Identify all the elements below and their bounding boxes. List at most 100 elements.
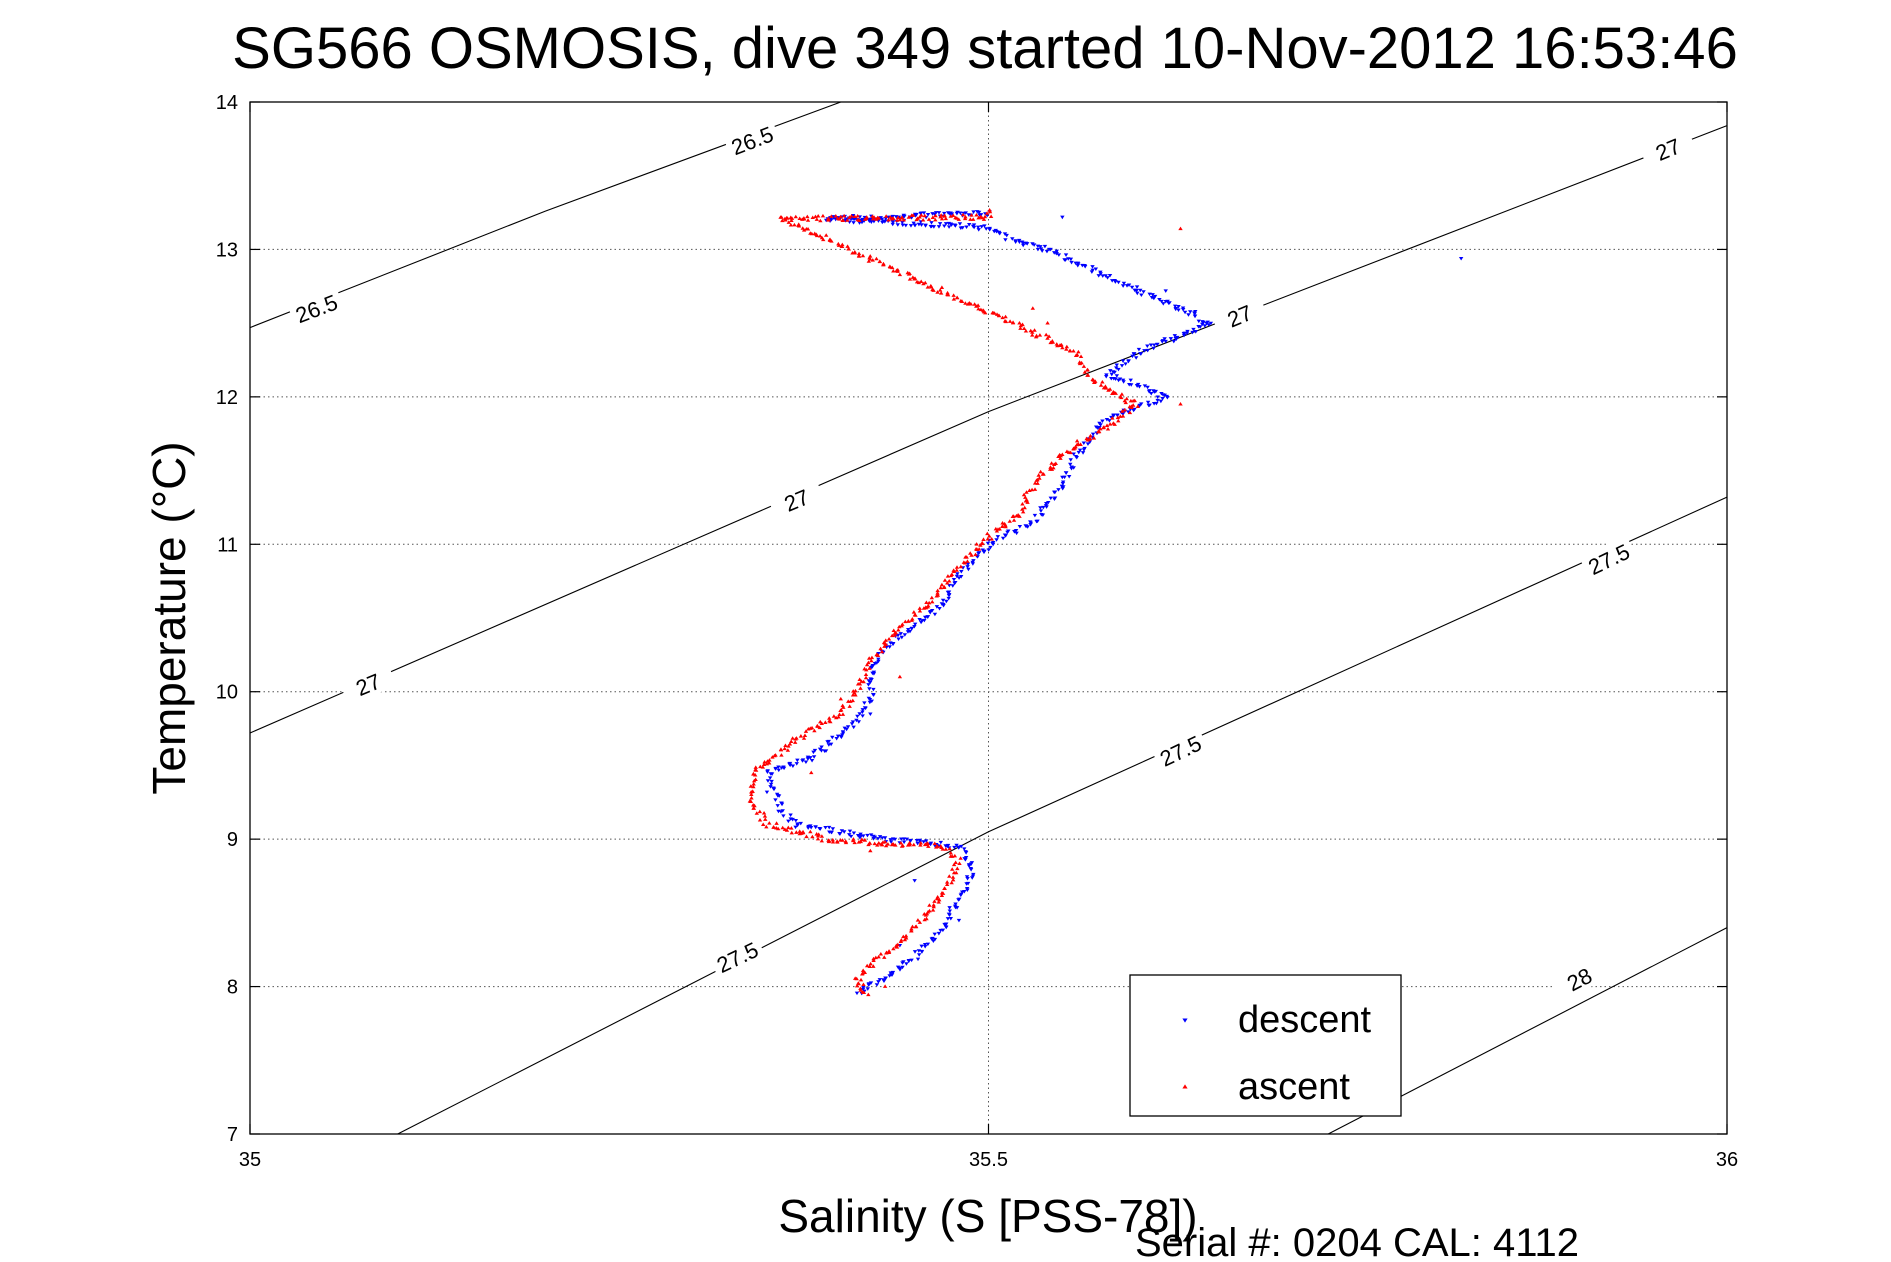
- ascent-point: [925, 285, 931, 289]
- ascent-point: [843, 840, 849, 845]
- ascent-point: [1032, 481, 1038, 485]
- descent-point: [1107, 419, 1112, 423]
- ascent-point: [806, 726, 811, 731]
- descent-point: [1103, 274, 1108, 278]
- ascent-point: [853, 976, 858, 980]
- ascent-point: [918, 840, 923, 845]
- ascent-point: [929, 284, 934, 289]
- ascent-point: [951, 870, 957, 875]
- descent-point: [854, 991, 860, 996]
- descent-point: [932, 932, 937, 937]
- ascent-point: [907, 277, 913, 281]
- ascent-point: [748, 784, 754, 788]
- ascent-point: [981, 537, 986, 541]
- descent-point: [957, 222, 963, 226]
- ascent-point: [1000, 315, 1005, 320]
- descent-point: [851, 221, 856, 225]
- ascent-point: [922, 213, 927, 218]
- y-axis-ticks: 7 8 9 10 11 12 13 14: [216, 92, 1727, 1146]
- ascent-point: [906, 215, 912, 219]
- descent-point: [919, 950, 925, 954]
- ascent-point: [815, 213, 821, 218]
- ascent-point: [845, 218, 850, 222]
- ascent-point: [1060, 345, 1065, 350]
- y-tick-label: 12: [216, 387, 238, 409]
- ascent-point: [949, 867, 955, 871]
- ascent-point: [814, 217, 820, 221]
- ascent-point: [921, 281, 926, 286]
- descent-point: [1135, 384, 1140, 388]
- descent-point: [1181, 333, 1187, 338]
- ascent-point: [1064, 344, 1070, 349]
- descent-point: [879, 217, 885, 222]
- ascent-point: [1113, 391, 1118, 395]
- ascent-point: [1105, 426, 1111, 431]
- ascent-point: [749, 796, 754, 800]
- descent-point: [945, 917, 951, 921]
- descent-point: [959, 890, 965, 894]
- descent-point: [1155, 398, 1160, 403]
- ascent-point: [761, 811, 767, 815]
- descent-point: [869, 699, 874, 704]
- ascent-point: [814, 232, 819, 237]
- descent-point: [916, 953, 922, 957]
- ascent-point: [812, 728, 817, 733]
- ascent-point: [805, 214, 810, 219]
- ascent-point: [962, 216, 968, 221]
- descent-point: [949, 223, 954, 227]
- ascent-point: [938, 291, 944, 295]
- descent-point: [1038, 247, 1044, 251]
- ascent-point: [972, 302, 977, 306]
- ascent-point: [815, 833, 821, 838]
- descent-point: [895, 223, 900, 227]
- ascent-point: [856, 254, 862, 258]
- ascent-point: [826, 218, 831, 222]
- ascent-point: [1030, 333, 1035, 337]
- descent-point: [1116, 367, 1121, 372]
- ascent-point: [968, 301, 974, 306]
- ascent-point: [789, 830, 794, 835]
- descent-point: [960, 226, 965, 230]
- ascent-point: [858, 988, 863, 992]
- descent-point: [1200, 322, 1205, 327]
- ascent-point: [973, 546, 979, 551]
- ascent-point: [930, 908, 936, 912]
- ascent-point: [968, 217, 973, 221]
- descent-point: [901, 213, 906, 218]
- descent-point: [871, 837, 876, 841]
- ascent-point: [895, 267, 900, 272]
- series-ascent: [747, 207, 1183, 997]
- descent-point: [860, 714, 865, 718]
- descent-point: [970, 562, 976, 566]
- ascent-point: [829, 214, 834, 218]
- ascent-point: [1119, 392, 1125, 396]
- descent-point: [786, 819, 791, 824]
- ascent-point: [882, 644, 887, 648]
- ascent-point: [1037, 333, 1043, 337]
- descent-point: [1145, 400, 1151, 405]
- descent-point: [805, 755, 811, 760]
- ascent-point: [868, 848, 873, 853]
- descent-point: [971, 225, 977, 230]
- descent-point: [1076, 450, 1081, 455]
- ascent-point: [866, 656, 872, 660]
- descent-point: [968, 862, 974, 866]
- ascent-point: [1096, 429, 1101, 434]
- descent-point: [1038, 506, 1043, 510]
- descent-point: [1113, 377, 1118, 382]
- descent-point: [1160, 340, 1165, 344]
- descent-point: [1003, 238, 1008, 242]
- ascent-point: [940, 847, 945, 851]
- descent-point: [1071, 452, 1076, 457]
- y-axis-label: Temperature (°C): [143, 441, 195, 794]
- ascent-point: [794, 830, 799, 834]
- ascent-point: [824, 233, 829, 237]
- ascent-point: [938, 214, 943, 219]
- descent-point: [915, 841, 920, 846]
- descent-point: [1044, 505, 1049, 509]
- ascent-point: [899, 215, 905, 219]
- ascent-point: [975, 303, 981, 307]
- ascent-point: [803, 729, 809, 733]
- ascent-point: [827, 716, 832, 720]
- descent-point: [1013, 240, 1018, 244]
